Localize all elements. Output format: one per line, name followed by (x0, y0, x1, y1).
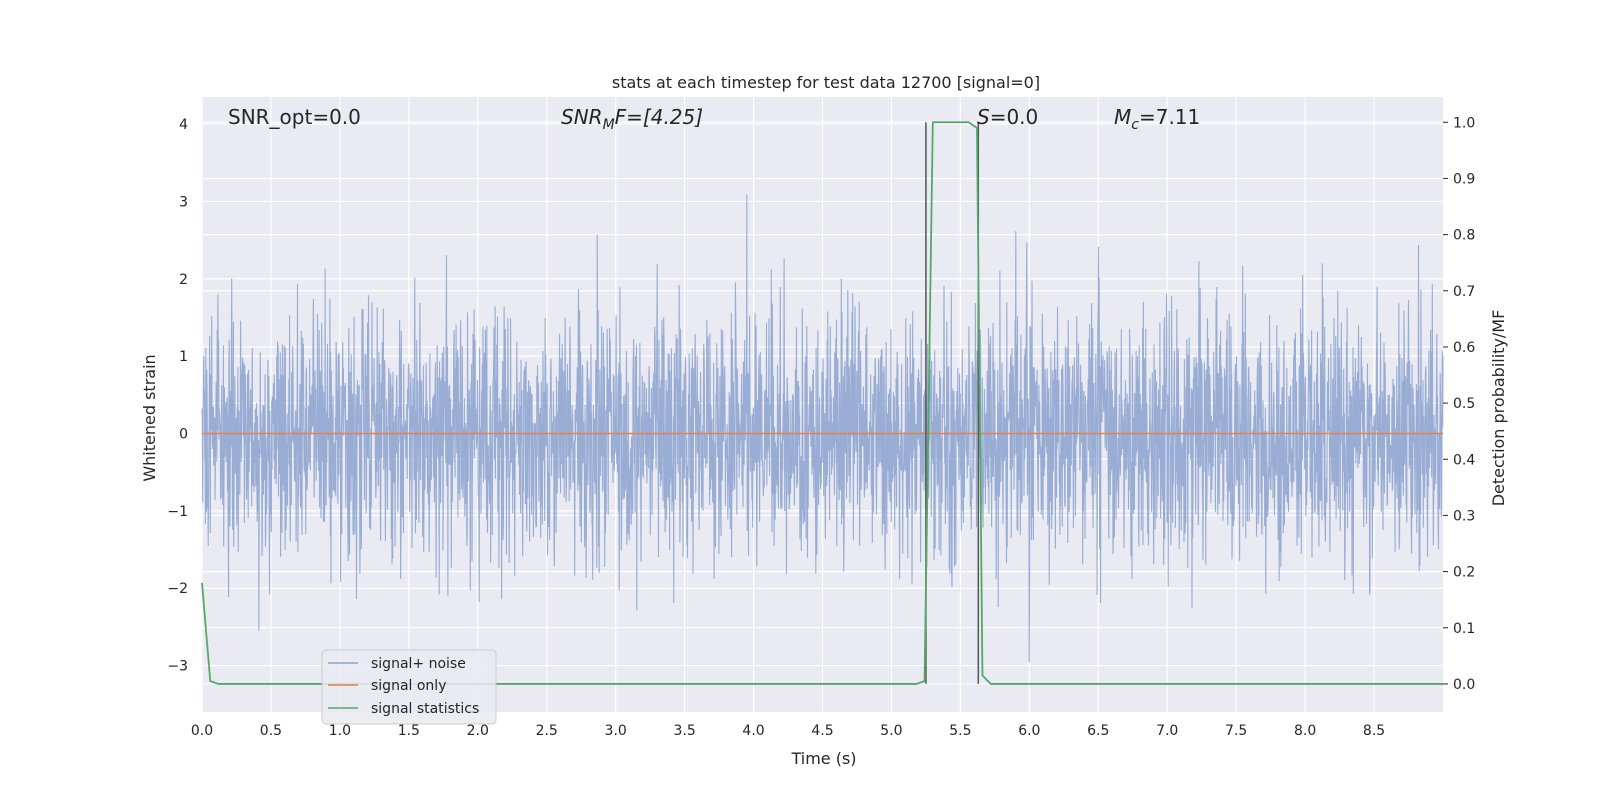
y-tick-label: 4 (179, 117, 188, 133)
signal-noise-series (201, 194, 1444, 663)
legend-label-signal-noise: signal+ noise (371, 656, 466, 672)
y-tick-label: 3 (179, 194, 188, 210)
legend-label-signal-only: signal only (371, 678, 446, 694)
y2-tick-label: 0.9 (1453, 171, 1475, 187)
y2-tick-label: 0.5 (1453, 396, 1475, 412)
x-tick-label: 8.5 (1363, 723, 1385, 739)
y-tick-label: −1 (167, 504, 188, 520)
x-tick-label: 4.0 (742, 723, 764, 739)
y2-tick-label: 0.1 (1453, 621, 1475, 637)
x-tick-label: 1.0 (329, 723, 351, 739)
y-axis-label: Whitened strain (140, 354, 159, 481)
y-tick-label: 1 (179, 349, 188, 365)
x-tick-label: 7.0 (1156, 723, 1178, 739)
x-tick-label: 3.5 (673, 723, 695, 739)
annotation-snr-opt: SNR_opt=0.0 (228, 105, 361, 129)
y2-tick-label: 0.8 (1453, 228, 1475, 244)
annotation-snr-mf: SNRMF=[4.25] (561, 105, 703, 133)
x-axis-label: Time (s) (790, 749, 856, 768)
chart-title: stats at each timestep for test data 127… (612, 73, 1040, 92)
series-signal-noise (201, 194, 1444, 663)
y2-axis-label: Detection probability/MF (1489, 310, 1508, 507)
legend: signal+ noise signal only signal statist… (321, 649, 497, 725)
x-tick-label: 3.0 (605, 723, 627, 739)
legend-label-signal-statistics: signal statistics (371, 701, 479, 717)
y-tick-label: 0 (179, 427, 188, 443)
y2-tick-label: 0.3 (1453, 508, 1475, 524)
x-tick-label: 5.5 (949, 723, 971, 739)
y-axis-ticks: −3 −2 −1 0 1 2 3 4 (167, 117, 188, 675)
x-tick-label: 0.0 (191, 723, 213, 739)
x-tick-label: 5.0 (880, 723, 902, 739)
y2-tick-label: 0.4 (1453, 452, 1475, 468)
x-tick-label: 0.5 (260, 723, 282, 739)
annotation-mc: Mc=7.11 (1114, 105, 1200, 133)
y2-tick-label: 0.0 (1453, 677, 1475, 693)
x-axis-ticks: 0.0 0.5 1.0 1.5 2.0 2.5 3.0 3.5 4.0 4.5 5.0 5.5 6.0 6… (191, 723, 1385, 739)
y2-tick-label: 0.6 (1453, 340, 1475, 356)
annotation-s: S=0.0 (977, 105, 1038, 129)
line-series (201, 121, 1443, 685)
x-tick-label: 4.5 (811, 723, 833, 739)
y2-tick-label: 0.7 (1453, 284, 1475, 300)
x-tick-label: 8.0 (1294, 723, 1316, 739)
x-tick-label: 1.5 (398, 723, 420, 739)
y-tick-label: −2 (167, 581, 188, 597)
y2-tick-label: 1.0 (1453, 115, 1475, 131)
y2-axis-ticks: 0.0 0.1 0.2 0.3 0.4 0.5 0.6 0.7 0.8 0.9 1.0 (1443, 115, 1475, 693)
x-tick-label: 2.0 (467, 723, 489, 739)
series-signal-statistics (201, 121, 1443, 685)
y2-tick-label: 0.2 (1453, 565, 1475, 581)
x-tick-label: 6.5 (1087, 723, 1109, 739)
y-tick-label: 2 (179, 272, 188, 288)
x-tick-label: 7.5 (1225, 723, 1247, 739)
x-tick-label: 2.5 (536, 723, 558, 739)
x-tick-label: 6.0 (1018, 723, 1040, 739)
y-tick-label: −3 (167, 659, 188, 675)
legend-box (321, 649, 497, 725)
